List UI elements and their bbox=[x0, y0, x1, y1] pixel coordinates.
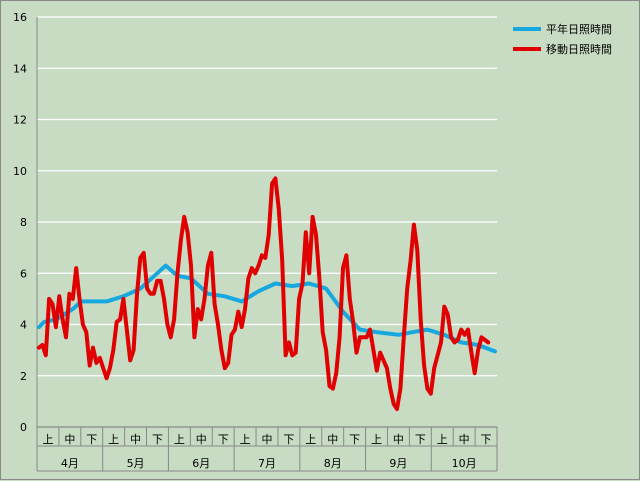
y-tick-label: 14 bbox=[13, 62, 27, 75]
x-period-label: 下 bbox=[415, 433, 426, 446]
x-period-label: 中 bbox=[64, 433, 75, 446]
x-period-label: 上 bbox=[108, 433, 119, 446]
x-period-label: 中 bbox=[393, 433, 404, 446]
x-month-label: 4月 bbox=[61, 457, 79, 470]
x-period-label: 上 bbox=[371, 433, 382, 446]
x-period-label: 上 bbox=[174, 433, 185, 446]
x-month-label: 6月 bbox=[192, 457, 210, 470]
x-period-label: 下 bbox=[218, 433, 229, 446]
legend-label: 平年日照時間 bbox=[546, 22, 612, 36]
x-month-label: 7月 bbox=[258, 457, 276, 470]
x-period-label: 中 bbox=[196, 433, 207, 446]
x-period-label: 下 bbox=[283, 433, 294, 446]
x-period-label: 上 bbox=[42, 433, 53, 446]
y-tick-label: 8 bbox=[20, 216, 27, 229]
y-tick-label: 6 bbox=[20, 267, 27, 280]
x-period-label: 中 bbox=[459, 433, 470, 446]
x-month-label: 5月 bbox=[127, 457, 145, 470]
legend-label: 移動日照時間 bbox=[546, 42, 612, 56]
x-period-label: 上 bbox=[437, 433, 448, 446]
x-month-label: 8月 bbox=[324, 457, 342, 470]
x-period-label: 中 bbox=[262, 433, 273, 446]
x-period-label: 中 bbox=[327, 433, 338, 446]
x-month-label: 9月 bbox=[389, 457, 407, 470]
series-line-moving bbox=[37, 176, 491, 412]
y-tick-label: 16 bbox=[13, 11, 27, 24]
x-period-label: 上 bbox=[305, 433, 316, 446]
y-tick-label: 2 bbox=[20, 370, 27, 383]
x-period-label: 下 bbox=[86, 433, 97, 446]
x-period-label: 下 bbox=[481, 433, 492, 446]
x-period-label: 下 bbox=[349, 433, 360, 446]
y-tick-label: 0 bbox=[20, 421, 27, 434]
x-period-label: 中 bbox=[130, 433, 141, 446]
y-tick-label: 4 bbox=[20, 319, 27, 332]
x-period-label: 上 bbox=[240, 433, 251, 446]
series-line-normal bbox=[37, 263, 497, 354]
x-month-label: 10月 bbox=[452, 457, 477, 470]
x-period-label: 下 bbox=[152, 433, 163, 446]
y-tick-label: 10 bbox=[13, 165, 27, 178]
y-tick-label: 12 bbox=[13, 114, 27, 127]
